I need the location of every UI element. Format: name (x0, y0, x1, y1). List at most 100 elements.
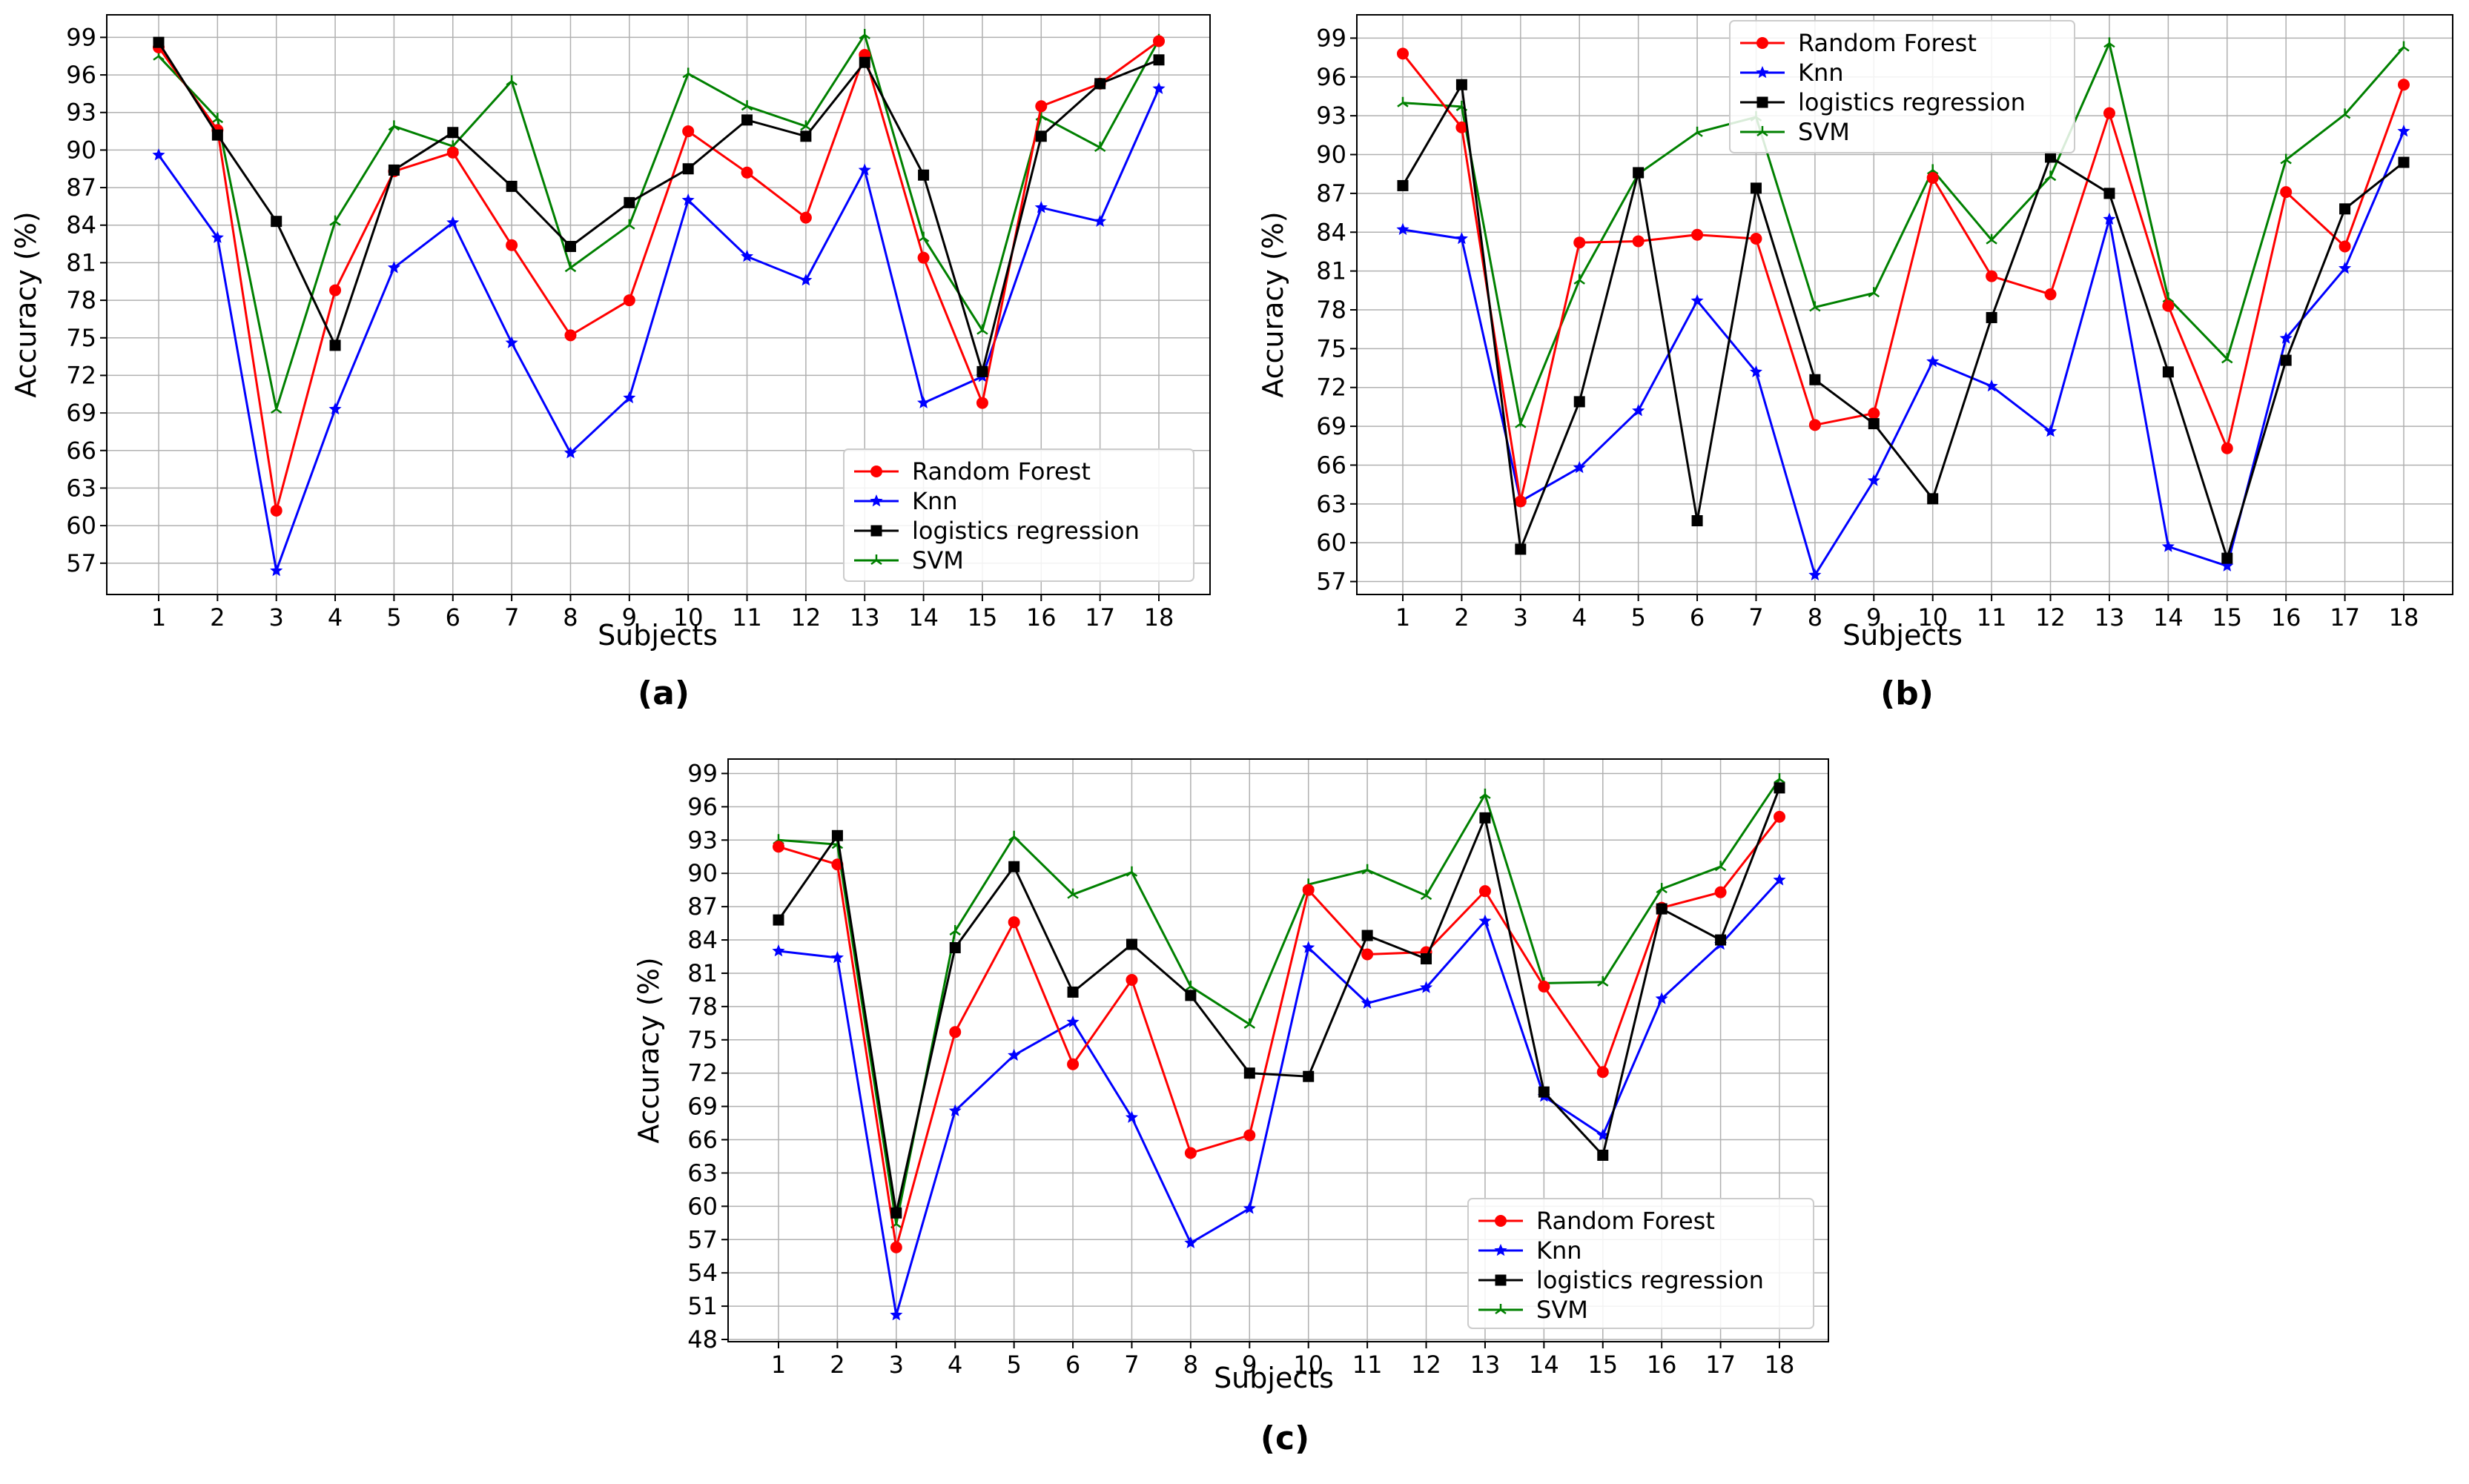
data-point (2339, 240, 2351, 253)
data-point (681, 193, 695, 206)
x-tick-label: 5 (1006, 1351, 1021, 1379)
data-point (1243, 1129, 1256, 1142)
legend-marker (1495, 1304, 1507, 1315)
series-svm (773, 772, 1785, 1229)
x-tick-label: 3 (269, 603, 284, 632)
y-tick-label: 81 (687, 959, 718, 987)
data-point (949, 942, 961, 954)
y-tick-label: 75 (66, 324, 96, 352)
plot-frame (727, 758, 1829, 1342)
data-point (741, 100, 753, 111)
x-tick-label: 4 (328, 603, 343, 632)
data-point (682, 163, 694, 175)
data-point (2103, 212, 2116, 225)
x-tick-label: 15 (968, 603, 998, 632)
y-tick-label: 99 (66, 23, 96, 51)
chart-panel-2: 1 2 3 4 5 6 7 8 9 10 11 12 13 14 15 16 17 185760636669727… (1257, 14, 2453, 712)
x-tick-label: 12 (2035, 603, 2066, 632)
data-point (1035, 100, 1048, 113)
x-tick-label: 10 (1293, 1351, 1323, 1379)
y-tick-label: 96 (687, 792, 718, 821)
y-tick-label: 69 (687, 1093, 718, 1121)
data-point (1361, 930, 1373, 941)
data-point (152, 148, 165, 161)
x-tick-label: 9 (1242, 1351, 1257, 1379)
series-line (1401, 53, 2405, 502)
data-point (211, 231, 224, 243)
data-point (505, 336, 518, 348)
data-point (271, 216, 282, 228)
data-point (1538, 980, 1550, 993)
data-point (1184, 1147, 1197, 1159)
x-tick-label: 16 (1026, 603, 1057, 632)
data-point (858, 163, 871, 176)
data-point (446, 216, 460, 228)
data-point (2044, 288, 2057, 301)
data-point (1303, 1070, 1315, 1082)
y-tick-label: 87 (1316, 179, 1346, 208)
data-point (1715, 934, 1727, 946)
legend-marker (1756, 66, 1769, 79)
data-point (2398, 156, 2410, 168)
data-point (1514, 495, 1527, 508)
legend-label: logistics regression (1798, 88, 2026, 116)
data-point (1125, 1110, 1138, 1123)
x-tick-label: 12 (791, 603, 822, 632)
data-point (1008, 1048, 1021, 1061)
data-point (1597, 1149, 1609, 1161)
x-tick-label: 14 (908, 603, 939, 632)
data-point (741, 250, 754, 262)
y-tick-label: 60 (66, 511, 96, 540)
y-axis-label: Accuracy (%) (1257, 211, 1289, 397)
data-point (773, 841, 784, 853)
data-point (2045, 151, 2057, 163)
data-point (1094, 78, 1106, 90)
legend-marker (870, 525, 882, 537)
legend-marker (1756, 37, 1768, 49)
data-point (2221, 442, 2233, 454)
data-point (1774, 810, 1785, 823)
data-point (1809, 374, 1821, 385)
data-point (1515, 417, 1527, 428)
data-point (800, 130, 812, 142)
x-tick-label: 13 (850, 603, 880, 632)
data-point (799, 211, 812, 224)
plot-frame (1356, 14, 2453, 595)
y-tick-label: 84 (1316, 218, 1346, 246)
data-point (1034, 201, 1048, 213)
data-point (1185, 990, 1197, 1001)
x-tick-label: 18 (2389, 603, 2419, 632)
panel-caption: (b) (1880, 675, 1934, 712)
x-tick-label: 15 (1587, 1351, 1618, 1379)
series-logistics-regression (153, 36, 1165, 377)
legend-label: Knn (1798, 59, 1844, 87)
data-point (2103, 37, 2115, 48)
x-tick-label: 17 (2330, 603, 2360, 632)
data-point (890, 1308, 903, 1321)
data-point (1573, 460, 1586, 474)
data-point (1985, 380, 1998, 392)
data-point (1397, 96, 1409, 107)
y-tick-label: 66 (687, 1126, 718, 1154)
y-tick-label: 96 (66, 61, 96, 89)
data-point (1597, 975, 1609, 987)
data-point (1361, 996, 1374, 1009)
data-point (949, 1026, 962, 1039)
series-line (157, 42, 1160, 377)
legend-box (1467, 1198, 1814, 1329)
data-point (799, 274, 813, 286)
data-point (1094, 142, 1106, 153)
y-tick-label: 90 (687, 859, 718, 887)
x-tick-label: 9 (1866, 603, 1881, 632)
x-tick-label: 11 (732, 603, 762, 632)
data-point (624, 196, 635, 208)
y-tick-label: 99 (1316, 24, 1346, 52)
x-tick-label: 11 (1352, 1351, 1383, 1379)
series-svm (153, 29, 1165, 414)
data-point (211, 113, 224, 124)
data-point (270, 403, 282, 414)
data-point (446, 146, 459, 159)
data-point (2280, 186, 2293, 199)
series-line (778, 815, 1781, 1248)
